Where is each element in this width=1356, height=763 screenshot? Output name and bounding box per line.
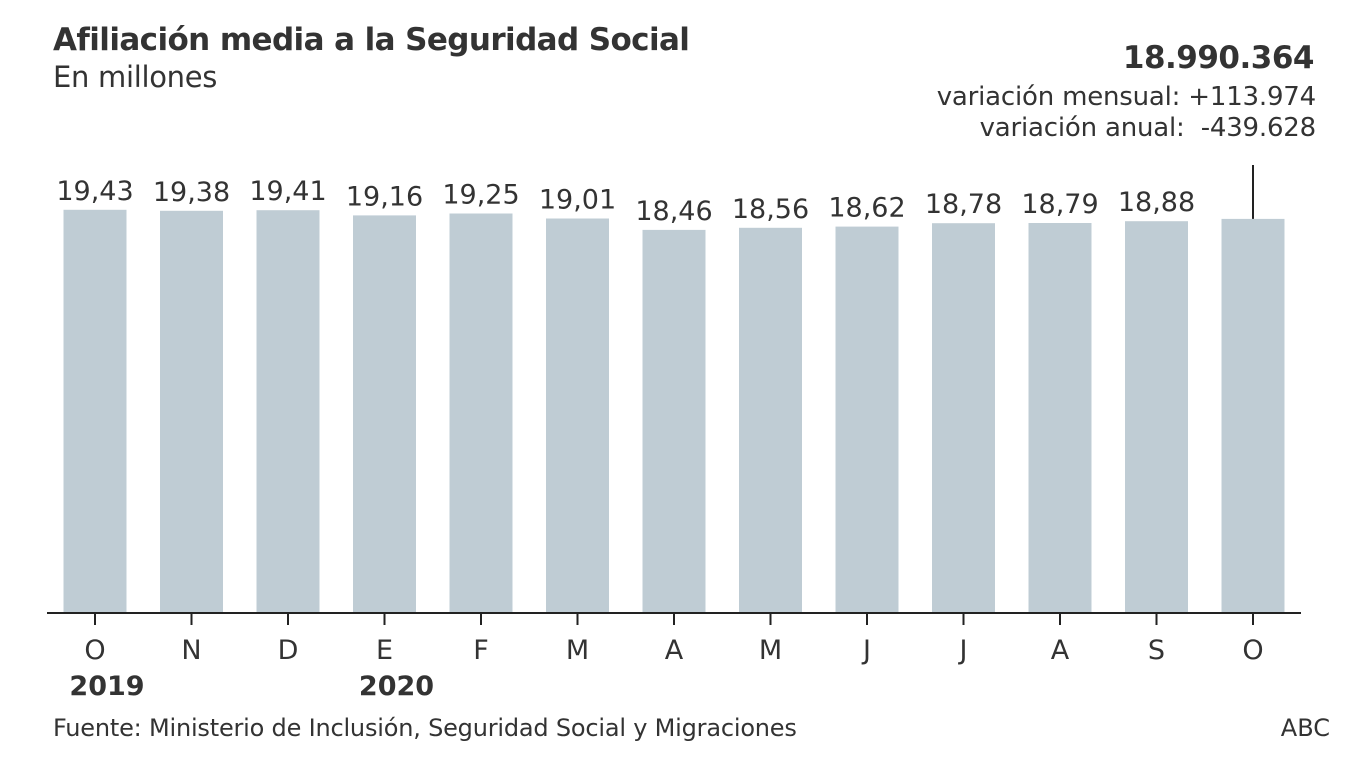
bar-value-label: 19,43 bbox=[56, 176, 133, 207]
bar-value-label: 18,62 bbox=[828, 193, 905, 224]
chart-title: Afiliación media a la Seguridad Social bbox=[53, 22, 690, 58]
x-tick-label: A bbox=[665, 635, 684, 666]
bar-value-label: 18,78 bbox=[925, 189, 1002, 220]
x-tick-label: F bbox=[473, 635, 489, 666]
callout-monthly-variation: variación mensual: +113.974 bbox=[936, 82, 1316, 112]
bar-value-label: 18,46 bbox=[635, 196, 712, 227]
bar-10 bbox=[1028, 223, 1092, 613]
bar-value-label: 19,01 bbox=[539, 185, 616, 216]
bar-4 bbox=[449, 213, 513, 613]
x-tick-label: O bbox=[1242, 635, 1263, 666]
bar-value-label: 19,16 bbox=[346, 181, 423, 212]
bar-9 bbox=[932, 223, 995, 613]
bar-2 bbox=[256, 210, 320, 613]
bar-value-label: 19,25 bbox=[442, 180, 519, 211]
x-tick-label: S bbox=[1148, 635, 1165, 666]
bar-value-label: 18,56 bbox=[732, 194, 809, 225]
bar-value-label: 19,41 bbox=[249, 176, 326, 207]
x-tick-label: M bbox=[759, 635, 782, 666]
x-tick-label: J bbox=[861, 635, 871, 666]
x-tick-label: D bbox=[278, 635, 299, 666]
source-note: Fuente: Ministerio de Inclusión, Segurid… bbox=[53, 714, 797, 742]
x-tick-label: M bbox=[566, 635, 589, 666]
x-tick-label: A bbox=[1051, 635, 1070, 666]
bar-6 bbox=[642, 229, 706, 613]
bar-7 bbox=[739, 227, 802, 614]
bar-value-label: 18,79 bbox=[1021, 189, 1098, 220]
x-tick-label: J bbox=[958, 635, 968, 666]
x-tick-label: O bbox=[84, 635, 105, 666]
year-label: 2019 bbox=[69, 671, 144, 702]
bar-12 bbox=[1221, 218, 1285, 613]
bar-value-label: 19,38 bbox=[153, 177, 230, 208]
bar-11 bbox=[1125, 221, 1188, 613]
bar-5 bbox=[546, 218, 609, 613]
bar-8 bbox=[835, 226, 899, 613]
brand-label: ABC bbox=[1280, 714, 1330, 742]
bar-value-label: 18,88 bbox=[1118, 187, 1195, 218]
callout-annual-variation: variación anual: -439.628 bbox=[979, 113, 1317, 143]
bar-1 bbox=[160, 210, 223, 614]
x-tick-label: N bbox=[181, 635, 201, 666]
callout-total-value: 18.990.364 bbox=[1122, 40, 1315, 76]
year-label: 2020 bbox=[359, 671, 434, 702]
bar-0 bbox=[63, 209, 127, 614]
x-tick-label: E bbox=[376, 635, 393, 666]
bar-3 bbox=[353, 215, 416, 613]
chart-subtitle: En millones bbox=[53, 60, 218, 94]
